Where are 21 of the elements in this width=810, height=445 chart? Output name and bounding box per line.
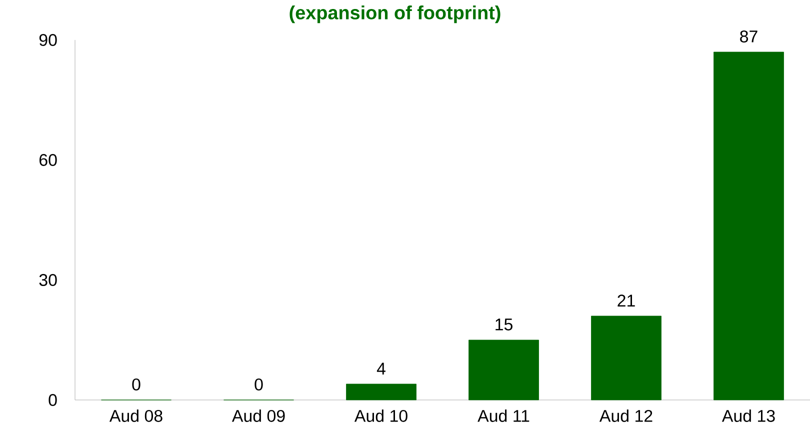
data-label: 87 <box>740 30 758 42</box>
x-tick-label: Aud 12 <box>599 410 652 422</box>
data-label: 21 <box>618 294 635 306</box>
y-tick-label: 0 <box>48 394 57 406</box>
data-label: 0 <box>132 378 140 390</box>
bar <box>714 52 784 400</box>
x-tick-label: Aud 08 <box>109 410 162 422</box>
x-tick-label: Aud 10 <box>354 410 408 422</box>
y-tick-label: 60 <box>40 154 57 166</box>
y-tick-label: 30 <box>39 274 57 286</box>
bar <box>346 384 416 400</box>
y-tick-label: 90 <box>39 34 57 46</box>
bar <box>591 316 662 400</box>
x-tick-label: Aud 11 <box>478 410 530 422</box>
data-label: 4 <box>376 362 386 374</box>
x-tick-label: Aud 13 <box>722 410 775 422</box>
data-label: 15 <box>496 318 512 330</box>
data-label: 0 <box>254 378 263 390</box>
bar <box>468 340 539 400</box>
chart-title: (expansion of footprint) <box>290 6 500 24</box>
x-tick-label: Aud 09 <box>232 410 285 422</box>
